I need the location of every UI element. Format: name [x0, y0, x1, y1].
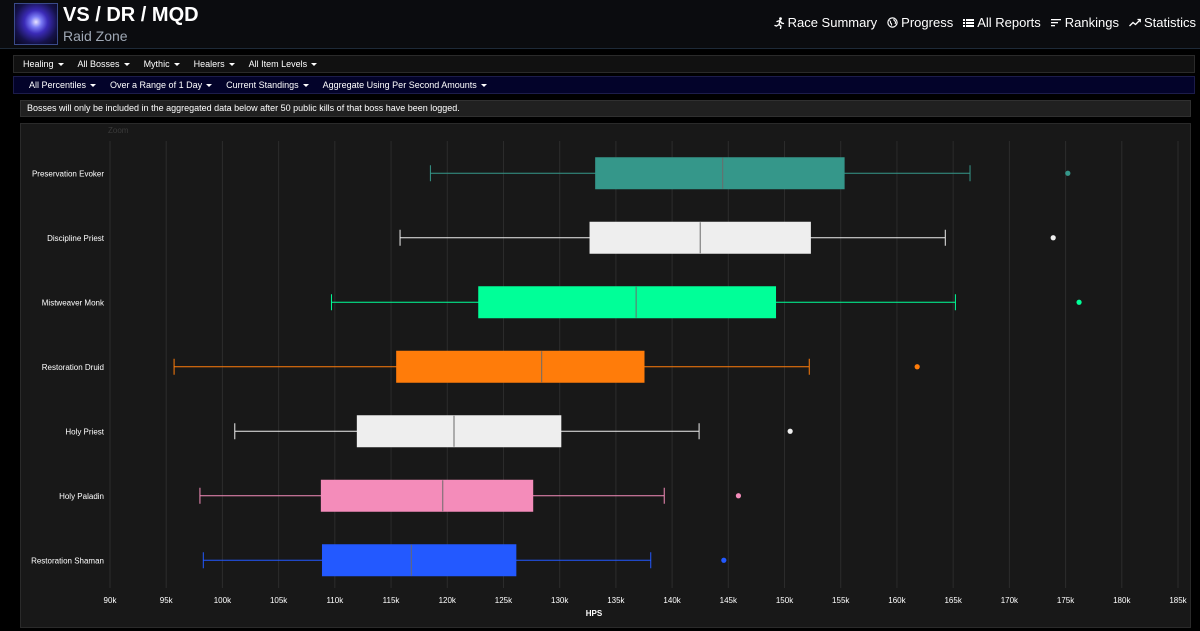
- chevron-down-icon: [90, 83, 97, 87]
- filter-aggregate-dropdown[interactable]: Aggregate Using Per Second Amounts: [323, 80, 487, 90]
- x-axis-title: HPS: [586, 609, 603, 618]
- category-label: Mistweaver Monk: [42, 298, 105, 307]
- filter-label: Healers: [193, 59, 225, 69]
- category-label: Holy Priest: [65, 427, 104, 436]
- filter-label: Healing: [23, 59, 54, 69]
- outlier-point: [914, 364, 920, 370]
- x-tick-label: 115k: [383, 596, 401, 605]
- outlier-point: [735, 493, 742, 499]
- chevron-down-icon: [173, 62, 180, 66]
- chevron-down-icon: [228, 62, 235, 66]
- chevron-down-icon: [57, 62, 64, 66]
- x-tick-label: 170k: [1001, 596, 1019, 605]
- top-navigation: Race Summary Progress All Reports Rankin…: [773, 15, 1196, 30]
- filter-difficulty-dropdown[interactable]: Mythic: [144, 59, 180, 69]
- filter-label: Mythic: [143, 59, 170, 69]
- box-iqr: [320, 479, 534, 512]
- filter-label: All Item Levels: [248, 59, 308, 69]
- x-tick-label: 125k: [495, 596, 513, 605]
- nav-label: Progress: [901, 15, 954, 30]
- outlier-point: [1065, 170, 1071, 176]
- page-title: VS / DR / MQD: [63, 4, 199, 26]
- zoom-label[interactable]: Zoom: [108, 126, 129, 135]
- x-tick-label: 150k: [776, 596, 794, 605]
- x-tick-label: 110k: [326, 596, 344, 605]
- x-tick-label: 160k: [888, 596, 906, 605]
- filter-percentiles-dropdown[interactable]: All Percentiles: [29, 80, 97, 90]
- x-tick-label: 155k: [832, 596, 850, 605]
- x-tick-label: 145k: [720, 596, 738, 605]
- x-tick-label: 90k: [104, 596, 118, 605]
- x-tick-label: 140k: [663, 596, 681, 605]
- info-notice: Bosses will only be included in the aggr…: [20, 100, 1191, 117]
- category-label: Discipline Priest: [47, 234, 105, 243]
- list-icon: [963, 18, 975, 28]
- chevron-down-icon: [311, 62, 318, 66]
- nav-label: All Reports: [977, 15, 1041, 30]
- category-label: Restoration Shaman: [31, 556, 104, 565]
- box-iqr: [321, 544, 517, 577]
- nav-all-reports[interactable]: All Reports: [963, 15, 1041, 30]
- zone-logo: [14, 3, 58, 45]
- filter-item-level-dropdown[interactable]: All Item Levels: [249, 59, 318, 69]
- runner-icon: [773, 16, 785, 29]
- x-tick-label: 95k: [160, 596, 174, 605]
- x-tick-label: 135k: [607, 596, 625, 605]
- filter-label: Aggregate Using Per Second Amounts: [322, 80, 477, 90]
- secondary-filter-bar: All Percentiles Over a Range of 1 Day Cu…: [13, 76, 1195, 94]
- x-tick-label: 175k: [1057, 596, 1075, 605]
- x-tick-label: 100k: [214, 596, 232, 605]
- filter-role-dropdown[interactable]: Healers: [194, 59, 235, 69]
- x-tick-label: 130k: [551, 596, 569, 605]
- chevron-down-icon: [480, 83, 487, 87]
- filter-label: All Bosses: [77, 59, 120, 69]
- x-tick-label: 180k: [1113, 596, 1131, 605]
- category-label: Restoration Druid: [42, 363, 104, 372]
- box-iqr: [396, 350, 645, 383]
- nav-label: Rankings: [1064, 15, 1119, 30]
- category-label: Preservation Evoker: [32, 169, 104, 178]
- nav-race-summary[interactable]: Race Summary: [773, 15, 878, 30]
- nav-rankings[interactable]: Rankings: [1050, 15, 1119, 30]
- rankings-icon: [1050, 18, 1062, 27]
- x-tick-label: 165k: [944, 596, 962, 605]
- filter-standings-dropdown[interactable]: Current Standings: [226, 80, 309, 90]
- trend-icon: [1129, 18, 1141, 27]
- filter-label: Current Standings: [226, 80, 299, 90]
- x-tick-label: 105k: [270, 596, 288, 605]
- outlier-point: [721, 557, 727, 563]
- chevron-down-icon: [123, 62, 130, 66]
- chevron-down-icon: [206, 83, 213, 87]
- globe-icon: [887, 17, 898, 28]
- outlier-point: [787, 428, 793, 434]
- filter-boss-dropdown[interactable]: All Bosses: [78, 59, 130, 69]
- nav-statistics[interactable]: Statistics: [1129, 15, 1196, 30]
- outlier-point: [1050, 235, 1056, 241]
- category-label: Holy Paladin: [59, 492, 104, 501]
- x-tick-label: 185k: [1169, 596, 1187, 605]
- chevron-down-icon: [302, 83, 309, 87]
- filter-metric-dropdown[interactable]: Healing: [23, 59, 64, 69]
- filter-label: Over a Range of 1 Day: [110, 80, 203, 90]
- nav-label: Statistics: [1143, 15, 1196, 30]
- box-iqr: [595, 157, 845, 190]
- site-header: VS / DR / MQD Raid Zone Race Summary Pro…: [0, 0, 1200, 49]
- primary-filter-bar: Healing All Bosses Mythic Healers All It…: [13, 55, 1195, 73]
- outlier-point: [1076, 299, 1082, 305]
- box-iqr: [478, 286, 777, 319]
- filter-label: All Percentiles: [29, 80, 87, 90]
- nav-progress[interactable]: Progress: [887, 15, 953, 30]
- x-tick-label: 120k: [439, 596, 457, 605]
- nav-label: Race Summary: [787, 15, 878, 30]
- filter-range-dropdown[interactable]: Over a Range of 1 Day: [110, 80, 213, 90]
- page-subtitle: Raid Zone: [63, 28, 128, 44]
- box-iqr: [356, 415, 562, 448]
